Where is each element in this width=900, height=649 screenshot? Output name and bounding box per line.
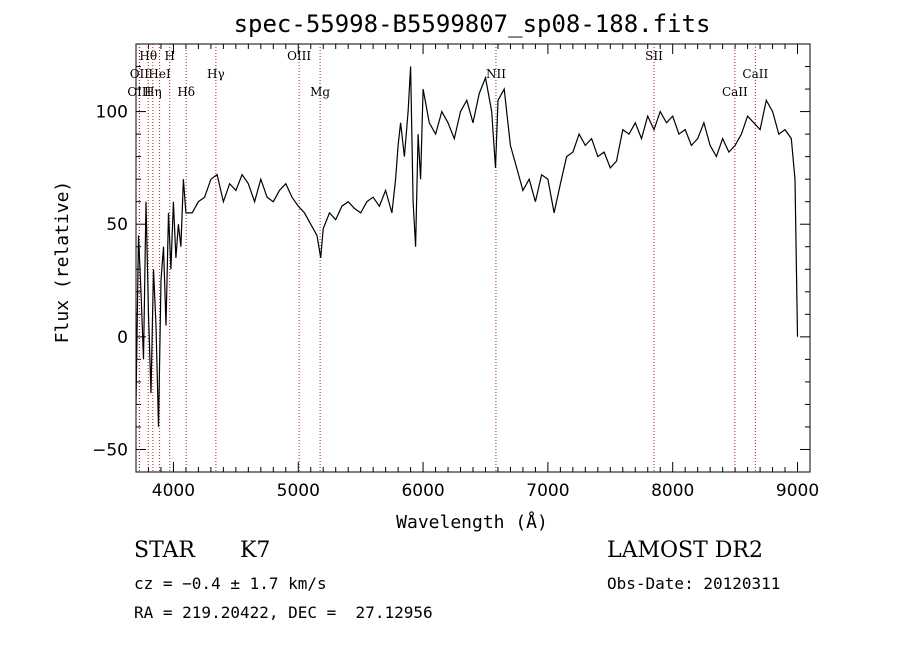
x-tick-label: 7000	[526, 481, 569, 501]
line-marker-label: CaII	[742, 67, 768, 81]
chart-title: spec-55998-B5599807_sp08-188.fits	[234, 10, 711, 38]
line-marker-label: CaII	[722, 85, 748, 99]
x-tick-label: 6000	[401, 481, 444, 501]
line-marker-label: Hη	[144, 85, 162, 99]
line-marker-label: H	[164, 49, 174, 63]
y-tick-label: 100	[96, 103, 128, 123]
x-tick-label: 5000	[277, 481, 320, 501]
line-marker-label: OIII	[127, 85, 151, 99]
line-marker-label: Mg	[310, 85, 330, 99]
line-marker-label: SII	[645, 49, 663, 63]
line-marker-label: OIII	[287, 49, 311, 63]
plot-frame	[135, 43, 811, 473]
line-marker-label: Hγ	[207, 67, 225, 81]
x-tick-label: 4000	[152, 481, 195, 501]
y-axis-label: Flux (relative)	[52, 181, 73, 344]
line-marker-label: Hθ	[139, 49, 157, 63]
line-marker-label: NII	[486, 67, 506, 81]
y-tick-label: 50	[106, 215, 128, 235]
x-axis-label: Wavelength (Å)	[396, 511, 548, 533]
coordinates: RA = 219.20422, DEC = 27.12956	[134, 603, 433, 622]
redshift-value: cz = −0.4 ± 1.7 km/s	[134, 574, 327, 593]
y-tick-label: 0	[117, 328, 128, 348]
spectrum-line	[136, 66, 799, 427]
observation-date: Obs-Date: 20120311	[607, 574, 781, 593]
x-tick-label: 8000	[651, 481, 694, 501]
x-tick-label: 9000	[776, 481, 819, 501]
object-subclass: K7	[240, 538, 271, 563]
object-class: STAR	[134, 538, 195, 563]
y-tick-label: −50	[92, 440, 128, 460]
survey-name: LAMOST DR2	[607, 538, 763, 563]
line-marker-label: Hδ	[177, 85, 195, 99]
line-marker-label: HeI	[148, 67, 171, 81]
